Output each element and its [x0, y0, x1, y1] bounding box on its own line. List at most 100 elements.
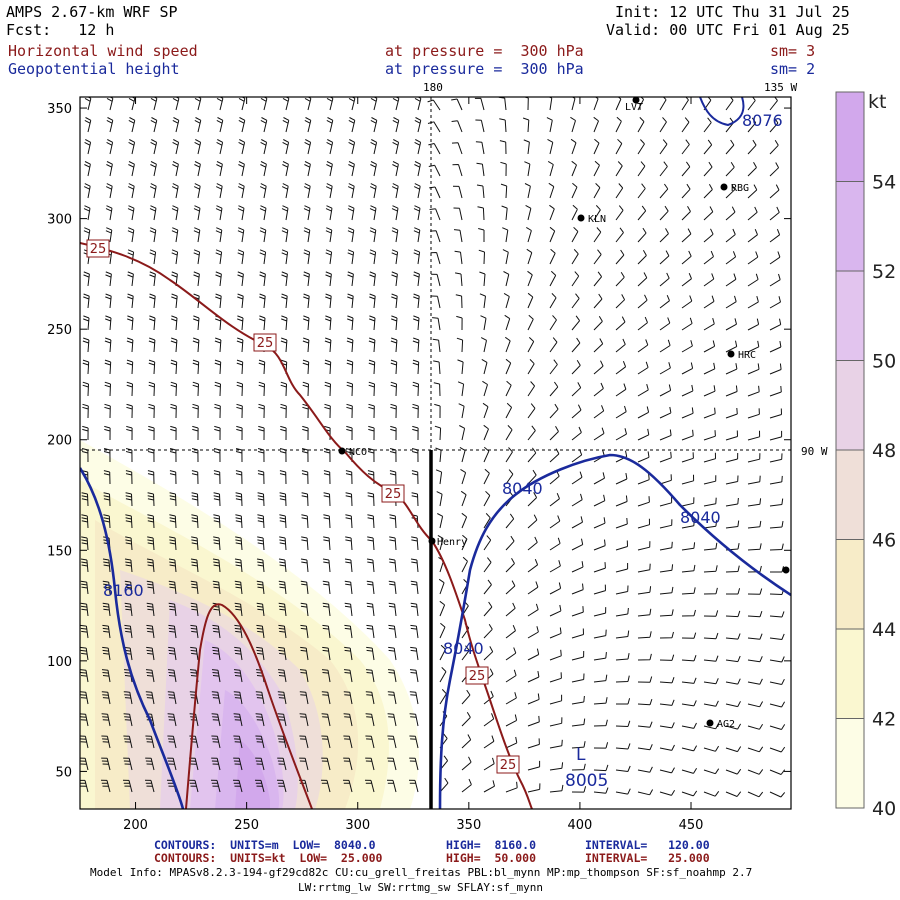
wind-barb-572 [703, 475, 717, 485]
wind-barb-251 [681, 250, 692, 265]
wind-barb-794 [659, 631, 674, 639]
wind-barb-1021 [725, 791, 742, 797]
wind-barb-384 [82, 359, 90, 375]
wind-barb-494 [390, 425, 397, 441]
wind-barb-433 [457, 381, 465, 397]
wind-barb-995 [144, 779, 155, 793]
wind-barb-830 [747, 656, 763, 663]
wind-barb-1016 [615, 788, 631, 795]
wind-barb-998 [210, 779, 221, 793]
wind-barb-351 [769, 318, 782, 331]
wind-barb-405 [549, 359, 558, 375]
wind-barb-299 [325, 293, 332, 309]
wind-barb-778 [300, 624, 309, 639]
footer-height-contours: CONTOURS: UNITS=m LOW= 8040.0 [154, 838, 376, 852]
wind-barb-22 [571, 97, 576, 111]
wind-barb-173 [369, 205, 377, 221]
wind-barb-715 [322, 580, 331, 595]
wind-barb-355 [148, 337, 156, 353]
wind-barb-630 [571, 516, 583, 529]
wind-barb-427 [324, 381, 331, 397]
wind-barb-502 [571, 426, 582, 441]
wind-barb-796 [703, 632, 719, 640]
wind-barb-1018 [659, 790, 676, 796]
wind-barb-923 [681, 722, 697, 729]
wind-barb-690 [483, 557, 492, 573]
wind-barb-643 [147, 536, 155, 551]
wind-barb-38 [216, 117, 224, 133]
wind-barb-484 [170, 425, 177, 441]
wind-barb-53 [546, 117, 553, 133]
station-ag2: AG2 [717, 719, 735, 730]
wind-barb-499 [505, 425, 513, 441]
wind-barb-671 [769, 543, 784, 551]
wind-barb-356 [170, 337, 178, 353]
wind-barb-334 [391, 315, 398, 331]
colorbar-segment-5 [836, 271, 864, 361]
wind-barb-972 [343, 757, 353, 771]
wind-barb-324 [171, 315, 178, 331]
wind-barb-495 [412, 425, 419, 441]
wind-barb-896 [80, 713, 89, 727]
wind-barb-659 [505, 535, 515, 551]
wind-barb-365 [368, 337, 376, 353]
wind-barb-975 [409, 757, 419, 771]
colorbar-segment-2 [836, 539, 864, 629]
wind-barb-128 [83, 183, 91, 199]
wind-barb-237 [369, 249, 377, 265]
wind-barb-772 [168, 624, 177, 639]
wind-barb-836 [167, 669, 177, 683]
wind-barb-929 [101, 735, 111, 749]
wind-barb-563 [505, 469, 514, 485]
wind-barb-482 [126, 425, 133, 441]
wind-barb-450 [126, 403, 133, 419]
x-axis: 200 250 300 350 400 450 [123, 97, 703, 833]
wind-barb-485 [192, 425, 199, 441]
wind-barb-814 [388, 646, 397, 661]
wind-barb-911 [409, 713, 419, 727]
wind-barb-57 [637, 117, 645, 133]
plot-frame [79, 96, 792, 810]
wind-barb-232 [259, 249, 267, 265]
wind-barb-101 [194, 161, 201, 177]
wind-barb-543 [769, 453, 783, 463]
wind-barb-749 [366, 602, 375, 617]
wind-barb-92 [703, 139, 713, 155]
wind-barb-916 [527, 715, 540, 727]
wind-barb-421 [192, 381, 199, 397]
wind-barb-489 [280, 425, 287, 441]
wind-barb-602 [659, 496, 673, 507]
wind-barb-612 [169, 514, 177, 529]
wind-barb-331 [325, 315, 332, 331]
wind-barb-424 [258, 381, 265, 397]
wind-barb-707 [146, 580, 155, 595]
wind-barb-939 [321, 735, 331, 749]
wind-barb-399 [412, 359, 420, 375]
wind-barb-987 [681, 768, 698, 774]
wind-barb-592 [436, 491, 443, 507]
wind-barb-1001 [276, 779, 287, 793]
wind-barb-43 [326, 117, 334, 133]
wind-barb-537 [637, 451, 650, 463]
wind-barb-9 [282, 97, 290, 111]
wind-barb-200 [259, 227, 267, 243]
wind-barb-167 [237, 205, 245, 221]
colorbar-segment-7 [836, 92, 864, 182]
wind-barb-198 [215, 227, 223, 243]
wind-barb-135 [237, 183, 245, 199]
wind-barb-619 [323, 514, 331, 529]
wind-barb-679 [234, 558, 243, 573]
wind-barb-625 [461, 512, 468, 529]
wind-barb-175 [413, 205, 421, 221]
wind-barb-884 [527, 693, 540, 705]
wind-barb-263 [237, 271, 244, 287]
wind-barb-871 [233, 691, 243, 705]
wind-barb-178 [477, 206, 485, 221]
wind-barb-80 [428, 143, 441, 155]
wind-barb-344 [615, 316, 626, 331]
wind-barb-569 [637, 473, 650, 485]
wind-barb-665 [637, 541, 651, 551]
wind-barb-573 [725, 475, 739, 485]
wind-barb-79 [414, 139, 422, 155]
wind-barb-870 [211, 691, 221, 705]
